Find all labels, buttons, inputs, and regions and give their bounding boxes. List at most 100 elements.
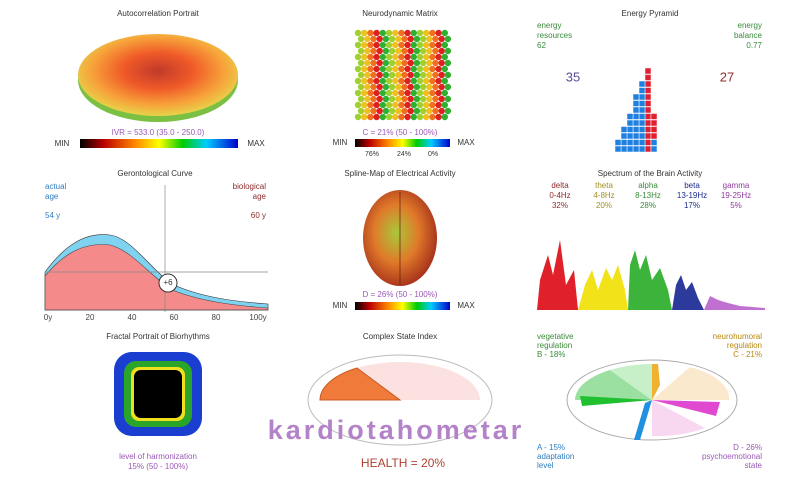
pyramid-cell <box>626 145 634 153</box>
scale-min: MIN <box>333 301 348 310</box>
matrix-cell <box>395 71 402 79</box>
value: 0.77 <box>746 41 762 50</box>
matrix-cell <box>438 83 445 91</box>
matrix-cell <box>423 101 430 109</box>
caption: IVR = 533.0 (35.0 - 250.0) <box>112 128 205 137</box>
matrix-cell <box>382 95 390 103</box>
pyramid-cell <box>632 100 640 107</box>
spectrum-area <box>628 250 672 310</box>
band-share: 28% <box>640 201 656 210</box>
panel-title: Autocorrelation Portrait <box>117 9 200 18</box>
scale-label: 24% <box>397 151 411 158</box>
matrix-cell <box>376 107 383 115</box>
matrix-cell <box>416 29 424 37</box>
matrix-cell <box>367 101 374 109</box>
matrix-cell <box>410 65 417 73</box>
matrix-cell <box>435 65 442 73</box>
matrix-cell <box>361 53 368 61</box>
pyramid-cell <box>638 139 646 146</box>
matrix-cell <box>398 89 405 97</box>
pyramid-cell <box>650 139 658 146</box>
band-range: 19-25Hz <box>721 191 751 200</box>
matrix-cell <box>423 113 430 121</box>
matrix-cell <box>416 65 424 73</box>
matrix-cell <box>379 53 386 61</box>
matrix-cell <box>432 47 439 55</box>
matrix-cell <box>435 41 442 49</box>
caption: 15% (50 - 100%) <box>128 462 188 471</box>
matrix-cell <box>441 77 448 85</box>
count: 27 <box>720 69 734 84</box>
matrix-cell <box>413 83 421 91</box>
pie-sector <box>652 400 705 437</box>
matrix-cell <box>364 59 371 67</box>
pyramid-cell <box>626 132 634 140</box>
matrix-cell <box>388 107 396 115</box>
matrix-cell <box>410 77 417 85</box>
matrix-cell <box>379 113 386 121</box>
matrix-cell <box>361 113 368 121</box>
matrix-cell <box>361 101 368 109</box>
matrix-cell <box>354 113 362 121</box>
pyramid-cell <box>620 139 628 146</box>
matrix-cell <box>373 41 380 49</box>
matrix-cell <box>432 107 439 115</box>
matrix-cell <box>413 59 421 67</box>
matrix-cell <box>379 77 386 85</box>
matrix-cell <box>385 101 393 109</box>
matrix-cell <box>410 113 417 121</box>
label: actual <box>45 182 67 191</box>
pyramid-cell <box>638 132 646 140</box>
matrix-cell <box>410 101 417 109</box>
matrix-cell <box>426 35 433 43</box>
watermark: kardiotahometar <box>268 415 525 445</box>
matrix-cell <box>357 71 365 79</box>
matrix-cell <box>401 71 408 79</box>
matrix-cell <box>370 59 377 67</box>
matrix-cell <box>379 65 386 73</box>
matrix-cell <box>385 29 393 37</box>
matrix-cell <box>432 35 439 43</box>
pyramid-cell <box>638 106 646 114</box>
matrix-cell <box>385 77 393 85</box>
matrix-cell <box>376 59 383 67</box>
count: 35 <box>566 69 580 84</box>
band-name: beta <box>684 181 700 190</box>
matrix-cell <box>441 65 448 73</box>
matrix-cell <box>388 59 396 67</box>
band-name: gamma <box>723 181 750 190</box>
matrix-cell <box>354 29 362 37</box>
label: energy <box>738 21 762 30</box>
matrix-cell <box>382 107 390 115</box>
matrix-cell <box>361 77 368 85</box>
matrix-cell <box>404 101 411 109</box>
matrix-cell <box>401 47 408 55</box>
matrix-cell <box>354 89 362 97</box>
label: psychoemotional <box>702 452 762 461</box>
matrix-cell <box>392 101 399 109</box>
matrix-cell <box>435 113 442 121</box>
matrix-cell <box>419 59 427 67</box>
label: C - 21% <box>733 350 762 359</box>
health: HEALTH = 20% <box>361 456 445 470</box>
matrix-cell <box>354 101 362 109</box>
fractal <box>134 370 182 418</box>
matrix-cell <box>429 101 436 109</box>
matrix-cell <box>423 89 430 97</box>
matrix-cell <box>435 29 442 37</box>
matrix-cell <box>435 77 442 85</box>
matrix-cell <box>367 113 374 121</box>
matrix-cell <box>398 65 405 73</box>
matrix-cell <box>382 71 390 79</box>
pyramid-cell <box>644 87 652 94</box>
panel-title: Complex State Index <box>363 332 437 341</box>
matrix-cell <box>407 59 414 67</box>
matrix-cell <box>395 35 402 43</box>
matrix-cell <box>379 89 386 97</box>
pyramid-cell <box>638 93 646 101</box>
pyramid-cell <box>644 67 652 75</box>
matrix-cell <box>435 101 442 109</box>
matrix-cell <box>376 47 383 55</box>
gauge-ring <box>307 354 493 446</box>
